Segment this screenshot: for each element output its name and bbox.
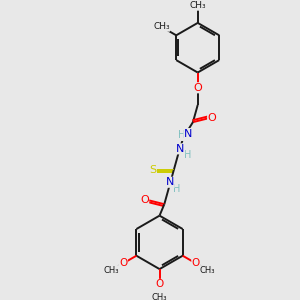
Text: O: O xyxy=(192,258,200,268)
Text: O: O xyxy=(119,258,127,268)
Text: N: N xyxy=(166,177,174,187)
Text: H: H xyxy=(173,184,180,194)
Text: CH₃: CH₃ xyxy=(152,293,167,300)
Text: H: H xyxy=(184,150,192,160)
Text: O: O xyxy=(208,113,216,123)
Text: H: H xyxy=(178,130,185,140)
Text: CH₃: CH₃ xyxy=(104,266,119,274)
Text: N: N xyxy=(176,144,185,154)
Text: O: O xyxy=(140,195,148,206)
Text: CH₃: CH₃ xyxy=(189,1,206,10)
Text: O: O xyxy=(193,83,202,93)
Text: CH₃: CH₃ xyxy=(153,22,170,31)
Text: S: S xyxy=(149,165,156,175)
Text: O: O xyxy=(155,279,164,290)
Text: CH₃: CH₃ xyxy=(200,266,215,274)
Text: N: N xyxy=(184,129,192,139)
